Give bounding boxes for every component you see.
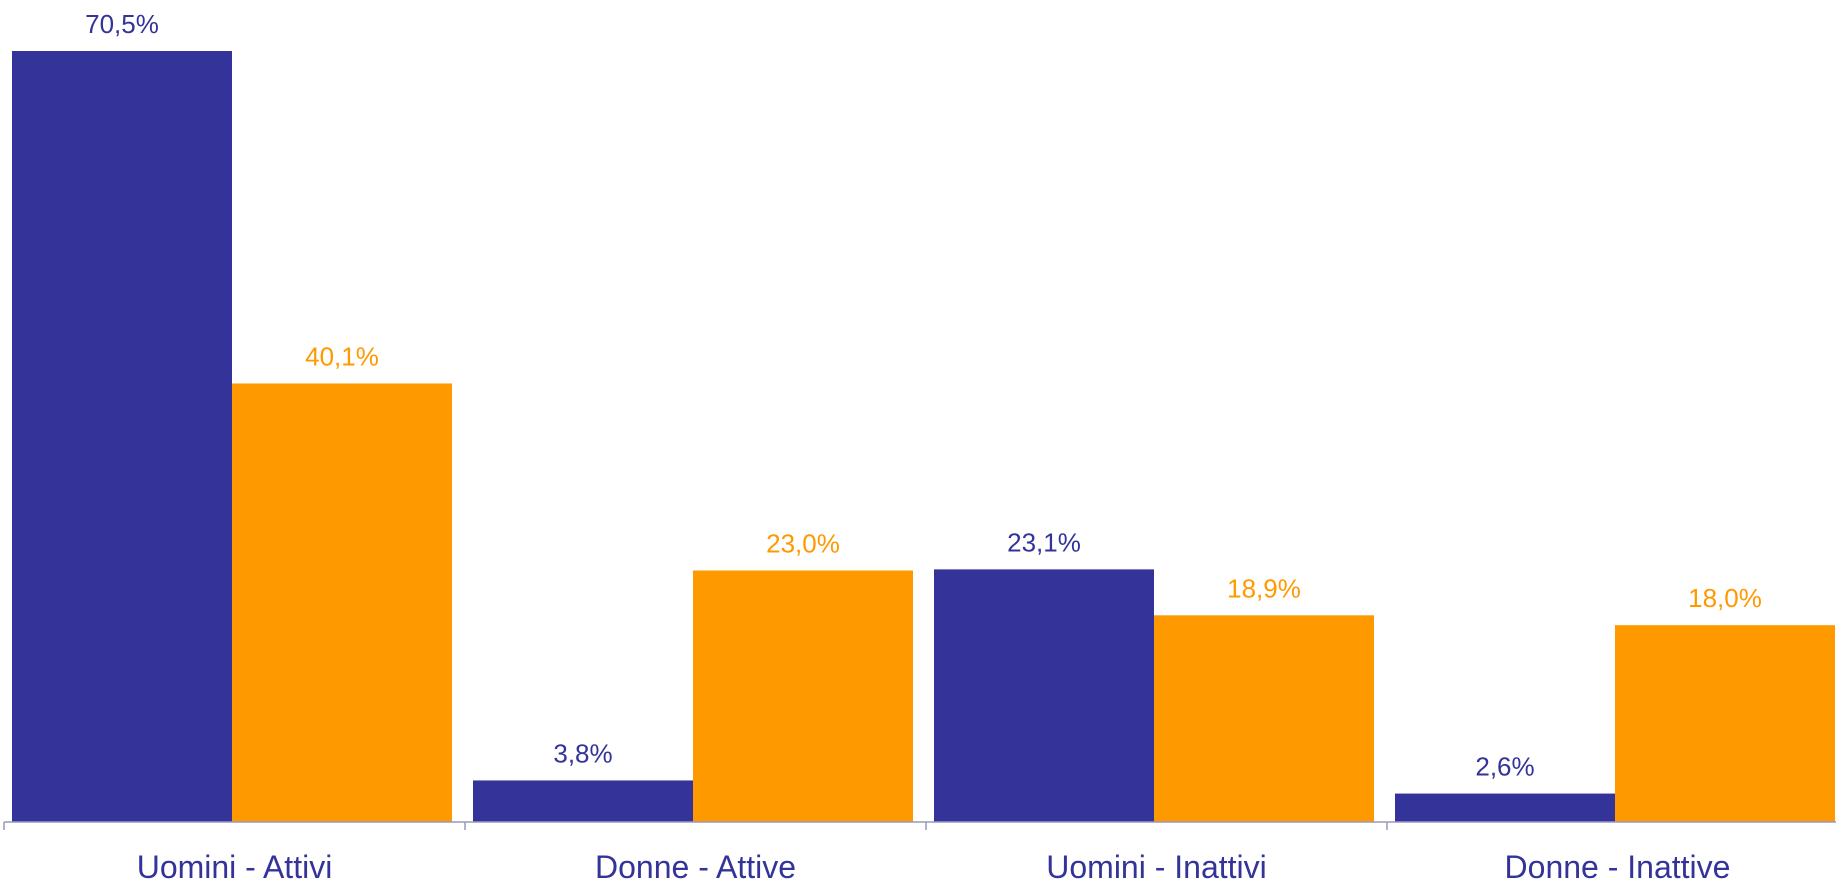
bar-blue-1 <box>473 780 693 822</box>
bar-orange-3 <box>1615 625 1835 822</box>
category-label-2: Uomini - Inattivi <box>1046 849 1267 882</box>
category-label-0: Uomini - Attivi <box>137 849 333 882</box>
bar-orange-1 <box>693 570 913 822</box>
data-label-orange-1: 23,0% <box>766 528 840 558</box>
bar-blue-3 <box>1395 793 1615 822</box>
data-label-blue-3: 2,6% <box>1475 752 1534 782</box>
data-label-orange-2: 18,9% <box>1227 573 1301 603</box>
data-label-orange-3: 18,0% <box>1688 583 1762 613</box>
bars-layer <box>12 51 1835 822</box>
data-label-orange-0: 40,1% <box>305 341 379 371</box>
category-label-1: Donne - Attive <box>595 849 796 882</box>
data-label-blue-1: 3,8% <box>553 738 612 768</box>
bar-orange-2 <box>1154 615 1374 822</box>
bar-blue-2 <box>934 569 1154 822</box>
data-label-blue-0: 70,5% <box>85 9 159 39</box>
x-tick-labels: Uomini - Attivi Donne - Attive Uomini - In… <box>137 849 1731 885</box>
data-label-blue-2: 23,1% <box>1007 527 1081 557</box>
category-label-3: Donne - Inattive <box>1505 849 1731 882</box>
x-axis <box>3 821 1836 830</box>
bar-orange-0 <box>232 383 452 822</box>
data-labels-layer: 70,5% 40,1% 3,8% 23,0% 23,1% 18,9% 2,6% 18,0% <box>85 9 1762 782</box>
bar-blue-0 <box>12 51 232 822</box>
